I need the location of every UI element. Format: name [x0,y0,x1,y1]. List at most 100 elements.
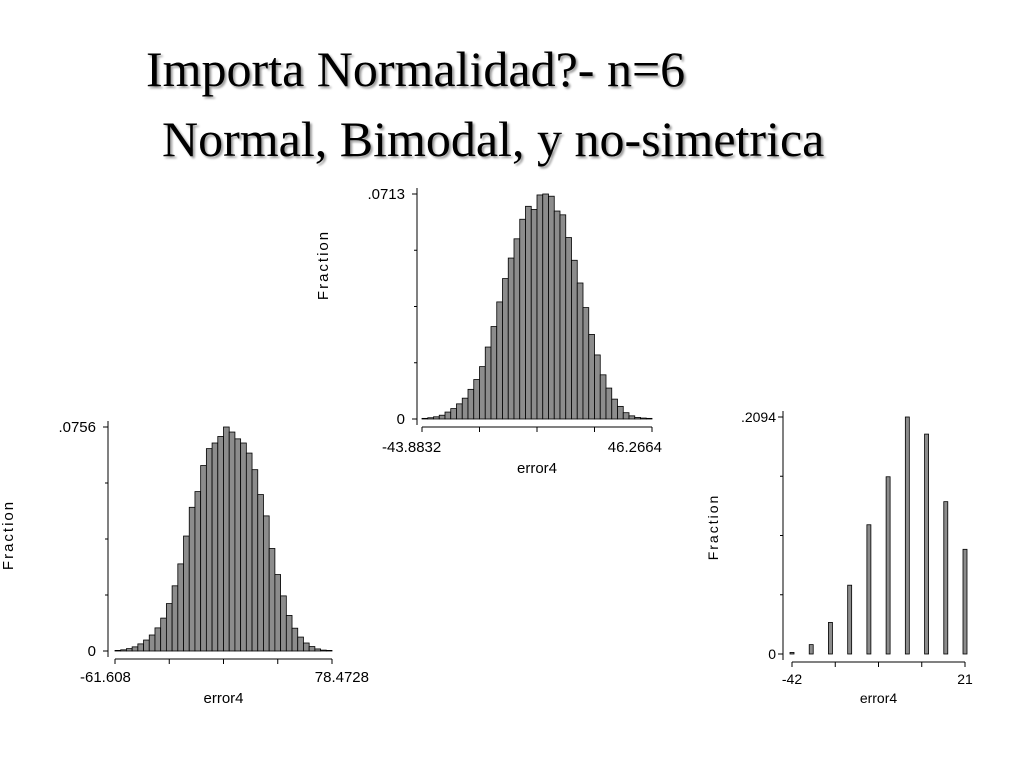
bar [205,448,213,652]
bar [885,476,891,655]
histogram-normal-top: 0 .0713 -43.8832 46.2664 error4 Fraction [315,186,662,477]
bar [325,650,333,652]
bar [502,278,509,420]
y-tick-label: .2094 [741,409,776,425]
bar [240,442,247,652]
bar [211,442,219,652]
bar [866,524,872,655]
bar [490,326,498,420]
title-line-2: Normal, Bimodal, y no-simetrica [162,111,825,167]
title-line-1: Importa Normalidad?- n=6 [146,41,686,97]
bar [120,649,127,652]
bar [789,652,795,655]
bar [285,615,293,652]
bars [789,416,968,655]
bar [484,346,492,420]
x-axis-label: error4 [860,690,898,706]
bar [160,617,167,652]
bar [599,374,607,420]
bar [217,436,224,652]
bar [303,642,310,652]
bar [223,426,230,652]
bar [177,563,184,652]
bar [588,334,595,420]
bar [291,627,299,652]
bar [943,501,949,655]
bar [320,649,327,652]
bar [628,415,636,420]
bar [605,387,613,420]
y-tick-label: 0 [768,646,776,662]
bar [507,257,515,420]
x-axis-label: error4 [517,460,557,477]
bar [438,414,446,420]
bar [450,408,457,420]
bar [234,438,242,652]
bar [548,195,555,420]
bar [297,636,304,652]
bar [828,622,833,655]
bar [473,379,480,420]
bar [444,411,452,420]
bar [308,646,316,652]
bar [143,639,150,652]
bars [114,426,333,652]
bar [274,574,282,652]
bar [461,397,469,420]
bar [536,194,544,420]
bars [421,193,653,420]
bar [496,301,503,420]
y-axis-label: Fraction [315,230,332,300]
bar [513,238,521,420]
bar [617,405,624,420]
bar [131,646,139,652]
slide-title: Importa Normalidad?- n=6 Normal, Bimodal… [0,0,1024,180]
bar [645,417,653,420]
bar [634,417,641,420]
bar [165,603,173,652]
x-tick-label: 21 [957,671,973,687]
bar [640,417,647,420]
bar [565,237,572,420]
histogram-normal-left: 0 .0756 -61.608 78.4728 error4 Fraction [0,419,369,707]
bar [571,259,578,420]
bar [622,412,630,420]
bar [427,417,434,420]
y-tick-label: .0713 [367,186,405,203]
bar [553,210,561,420]
bar [479,366,486,420]
bar [847,584,853,655]
bar [433,416,440,420]
bar [183,535,190,652]
bar [559,214,567,420]
bar [171,585,179,652]
bar [280,595,287,652]
bar [962,548,968,655]
y-tick-label: 0 [88,643,96,660]
bar [268,548,276,652]
y-axis-label: Fraction [705,494,721,561]
bar [519,218,526,420]
bar [154,627,162,652]
bar [126,648,133,652]
x-tick-label: -42 [782,671,802,687]
bar [251,469,259,652]
x-tick-label: 78.4728 [315,669,369,686]
bar [542,193,549,420]
bar [228,431,236,652]
bar [594,354,601,420]
bar [194,491,202,652]
bar [263,515,270,652]
bar [257,494,264,652]
bar [114,650,122,652]
bar [582,307,590,420]
bar [314,648,321,652]
x-tick-label: -43.8832 [382,439,441,456]
x-tick-label: 46.2664 [608,439,662,456]
bar [576,282,584,420]
y-tick-label: .0756 [58,419,96,436]
bar [245,452,253,652]
bar [525,205,532,420]
y-tick-label: 0 [397,411,405,428]
bar [467,388,475,420]
